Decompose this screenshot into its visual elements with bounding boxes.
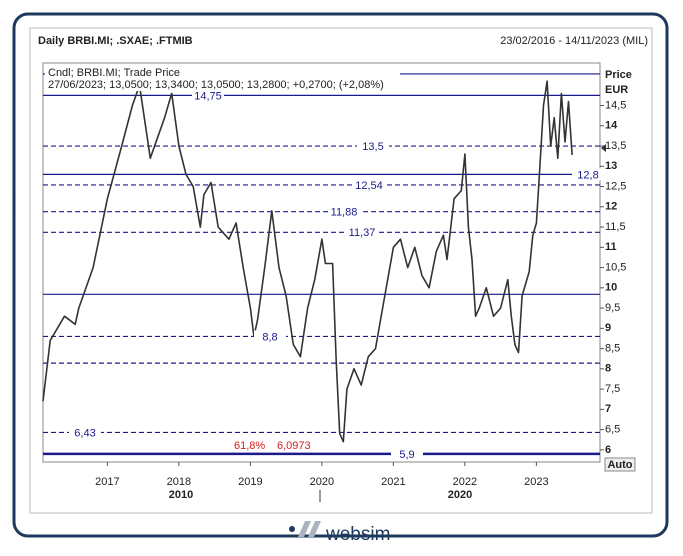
era-label: 2020	[448, 489, 472, 501]
level-label: 12,8	[577, 169, 598, 181]
y-tick-label: 8	[605, 363, 611, 375]
level-label-bg	[357, 140, 389, 153]
y-tick-label: 14	[605, 120, 618, 132]
level-label: 13,5	[362, 141, 383, 153]
level-label-bg	[572, 168, 604, 181]
fib-value: 6,0973	[277, 440, 311, 452]
legend-text: Cndl; BRBI.MI; Trade Price	[48, 67, 180, 79]
chart-panel	[29, 27, 653, 514]
auto-button[interactable]	[604, 457, 636, 472]
y-tick-label: 13	[605, 160, 617, 172]
y-tick-label: 10	[605, 282, 617, 294]
level-label-bg	[346, 226, 378, 239]
level-label: 11,88	[331, 207, 358, 219]
x-tick-label: 2020	[310, 476, 334, 488]
price-marker	[601, 144, 606, 152]
y-tick-label: 13,5	[605, 140, 626, 152]
y-tick-label: 11,5	[605, 221, 626, 233]
y-tick-label: 12,5	[605, 180, 626, 192]
level-label: 11,37	[349, 227, 376, 239]
chart-title: Daily BRBI.MI; .SXAE; .FTMIB	[38, 35, 193, 47]
x-tick-label: 2019	[238, 476, 262, 488]
level-label: 5,9	[399, 449, 414, 461]
y-tick-label: 11	[605, 241, 617, 253]
level-label-bg	[69, 426, 101, 439]
level-label: 6,43	[74, 427, 95, 439]
price-line	[42, 80, 573, 443]
y-tick-label: 14,5	[605, 99, 626, 111]
level-label-bg	[254, 330, 286, 343]
date-range: 23/02/2016 - 14/11/2023 (MIL)	[500, 35, 648, 47]
logo: websim	[289, 521, 390, 545]
y-tick-label: 12	[605, 201, 617, 213]
y-tick-label: 6,5	[605, 424, 620, 436]
y-tick-label: 10,5	[605, 261, 626, 273]
legend-text: 27/06/2023; 13,0500; 13,3400; 13,0500; 1…	[48, 79, 384, 91]
unit: EUR	[605, 84, 628, 96]
level-label-bg	[353, 178, 385, 191]
x-tick-label: 2023	[524, 476, 548, 488]
level-label-bg	[328, 205, 360, 218]
y-tick-label: 6	[605, 444, 611, 456]
y-tick-label: 8,5	[605, 342, 620, 354]
y-tick-label: 7,5	[605, 383, 620, 395]
level-label: 8,8	[262, 331, 277, 343]
y-tick-label: 9,5	[605, 302, 620, 314]
x-tick-label: 2022	[453, 476, 477, 488]
x-tick-label: 2021	[381, 476, 405, 488]
level-label-bg	[391, 447, 423, 460]
level-label: 14,75	[194, 90, 222, 102]
x-tick-label: 2017	[95, 476, 119, 488]
x-tick-label: 2018	[167, 476, 191, 488]
y-tick-label: 9	[605, 322, 611, 334]
logo-text: websim	[325, 524, 390, 545]
fib-ratio: 61,8%	[234, 440, 265, 452]
era-label: 2010	[169, 489, 193, 501]
y-tick-label: 7	[605, 403, 611, 415]
legend-box	[45, 65, 400, 91]
level-label-bg	[192, 89, 224, 102]
level-label: 12,54	[355, 180, 383, 192]
scale-mode: Auto	[607, 459, 632, 471]
axis-title: Price	[605, 69, 632, 81]
